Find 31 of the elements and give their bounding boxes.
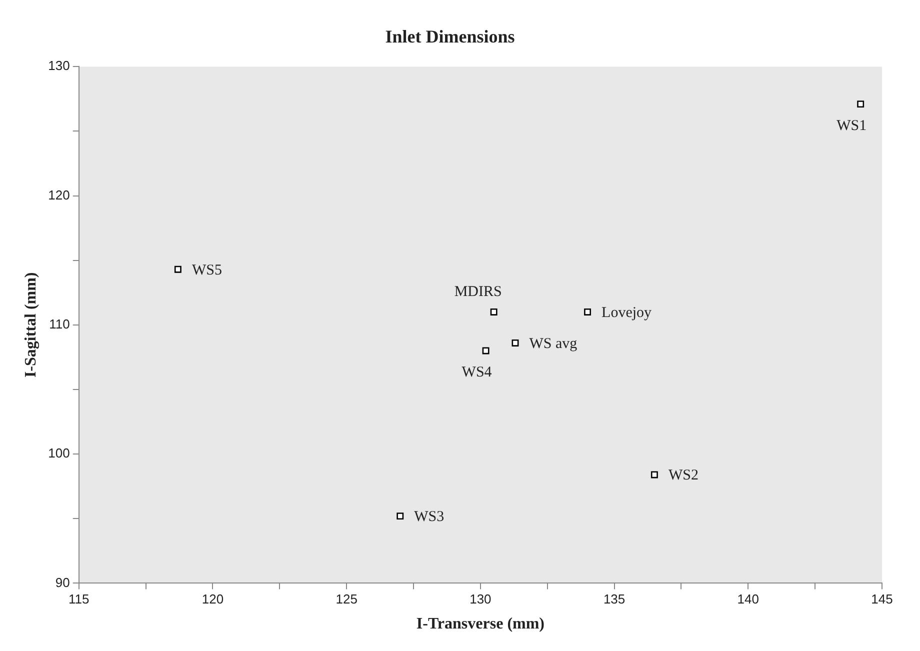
annotation: WS avg — [529, 336, 578, 352]
annotation: WS1 — [836, 118, 867, 134]
y-axis-title: I-Sagittal (mm) — [22, 272, 40, 378]
point — [482, 347, 490, 354]
annotation: WS5 — [192, 262, 222, 278]
point — [857, 100, 864, 108]
x-tick-label: 135 — [603, 592, 626, 607]
point — [396, 512, 404, 520]
point — [650, 471, 658, 478]
y-tick-label: 110 — [49, 316, 70, 332]
x-tick-label: 140 — [737, 592, 759, 607]
point — [512, 340, 519, 346]
x-tick-label: 125 — [336, 592, 358, 607]
annotation: MDIRS — [454, 284, 502, 300]
x-tick-label: 120 — [202, 592, 224, 607]
chart-title: Inlet Dimensions — [385, 26, 515, 46]
annotation: Lovejoy — [602, 304, 652, 321]
x-tick-label: 115 — [68, 592, 90, 607]
y-tick-label: 120 — [48, 187, 70, 202]
point — [584, 308, 592, 316]
point — [174, 266, 182, 273]
annotation: WS2 — [668, 468, 698, 484]
x-tick-label: 130 — [470, 592, 492, 607]
y-tick-label: 90 — [55, 574, 70, 590]
x-tick-label: 145 — [871, 592, 893, 607]
y-tick-label: 100 — [48, 446, 70, 461]
point — [490, 308, 498, 316]
y-tick-label: 130 — [48, 58, 70, 74]
annotation: WS4 — [462, 364, 492, 381]
annotation: WS3 — [414, 508, 444, 525]
x-axis-title: I-Transverse (mm) — [416, 616, 544, 633]
